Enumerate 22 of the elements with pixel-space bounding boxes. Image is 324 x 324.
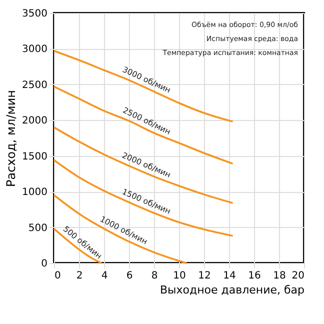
y-tick-label: 3000 <box>22 44 48 56</box>
y-tick-label: 2000 <box>22 116 48 127</box>
x-axis-title: Выходное давление, бар <box>160 284 305 296</box>
y-tick-label: 2500 <box>22 80 48 91</box>
line-series <box>53 228 102 264</box>
x-tick-label: 0 <box>54 270 61 282</box>
x-tick-label: 20 <box>292 270 304 282</box>
x-tick-label: 12 <box>198 270 211 282</box>
x-tick-label: 14 <box>223 270 236 282</box>
y-tick-label: 0 <box>41 258 48 270</box>
x-tick-label: 16 <box>248 270 261 282</box>
y-tick-label: 500 <box>28 222 48 234</box>
y-axis-title: Расход, мл/мин <box>4 90 18 188</box>
x-tick-label: 10 <box>173 270 186 282</box>
x-tick-label: 2 <box>76 270 83 282</box>
y-tick-label: 3500 <box>22 8 48 20</box>
y-tick-label: 1000 <box>22 187 48 198</box>
y-tick-label: 1500 <box>22 151 48 162</box>
x-tick-label: 8 <box>151 270 158 282</box>
x-tick-label: 4 <box>101 270 108 282</box>
x-tick-label: 18 <box>273 270 286 282</box>
x-tick-label: 6 <box>126 270 133 282</box>
